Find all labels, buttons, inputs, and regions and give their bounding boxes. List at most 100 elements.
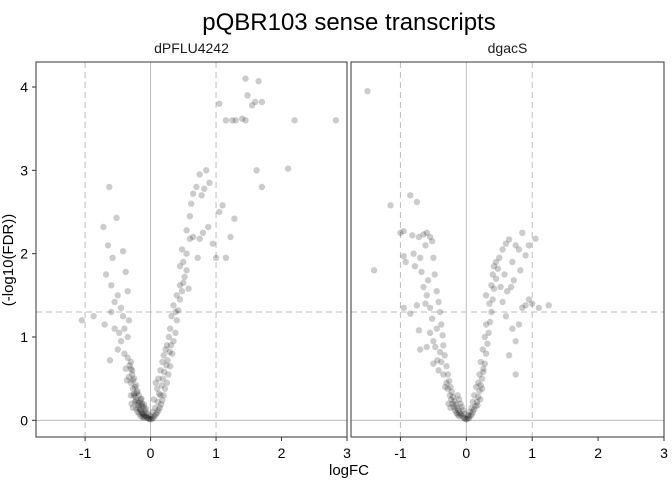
data-point [459,407,467,414]
data-point [222,117,230,124]
data-point [156,404,163,411]
data-point [147,413,154,420]
point-layer [78,75,340,423]
data-point [100,223,107,231]
data-point [532,235,539,242]
data-point [332,117,340,124]
data-point [453,404,461,411]
data-point [101,321,108,328]
data-point [471,392,478,399]
data-point [167,363,174,370]
data-point [468,404,475,411]
data-point [464,415,471,422]
data-point [488,308,495,316]
data-point [446,392,453,399]
data-point [127,379,135,386]
data-point [116,329,123,336]
data-point [164,357,171,364]
data-point [131,383,139,391]
data-point [117,304,125,311]
data-point [481,333,488,341]
data-point [119,248,127,255]
data-point [481,360,488,367]
data-point [176,296,184,303]
data-point [188,200,195,207]
data-point [428,238,436,245]
data-point [510,277,517,284]
data-point [415,233,423,241]
data-point [153,385,161,392]
data-point [496,254,503,261]
x-axis-label: logFC [329,462,369,479]
data-point [522,302,529,309]
data-point [137,413,144,420]
data-point [133,382,140,389]
data-point [436,348,444,356]
data-point [468,411,475,418]
data-point [165,333,173,341]
data-point [123,377,131,384]
data-point [172,329,179,336]
data-point [239,115,246,122]
data-point [142,413,149,420]
data-point [134,408,141,416]
data-point [133,389,140,396]
data-point [114,346,122,353]
data-point [137,408,144,415]
data-point [129,404,137,411]
data-point [451,407,459,414]
data-point [522,252,529,259]
data-point [172,308,179,316]
data-point [158,382,165,389]
data-point [477,358,484,366]
data-point [168,313,175,320]
panel-dgacS: dgacS -1 0 1 2 3 [350,40,668,461]
data-point [147,416,154,423]
data-point [157,367,164,374]
data-point [477,396,484,403]
data-point [178,288,186,295]
data-point [402,258,409,266]
data-point [130,392,137,399]
data-point [135,392,142,399]
data-point [155,375,162,382]
data-point [501,271,508,278]
data-point [131,398,139,406]
data-point [492,258,500,266]
data-point [442,383,449,391]
data-point [129,367,136,374]
data-point [473,398,481,406]
data-point [529,300,536,307]
data-point [142,405,150,412]
data-point [170,338,177,345]
data-point [469,408,477,416]
data-point [477,382,484,389]
data-point [430,338,437,345]
x-tick-label: 3 [343,445,351,461]
data-point [106,183,113,191]
data-point [244,92,251,99]
y-tick-label: 3 [20,162,28,178]
data-point [422,300,429,307]
data-point [134,388,141,395]
data-point [436,308,444,316]
data-point [476,371,483,378]
x-tick-label: 2 [278,445,286,461]
data-point [121,325,128,332]
data-point [165,371,172,378]
data-point [465,414,473,421]
data-point [502,313,510,320]
data-point [519,229,526,236]
data-point [125,373,133,381]
data-point [364,88,371,95]
data-point [445,400,452,407]
data-point [104,242,112,249]
data-point [216,100,223,107]
data-point [173,292,180,299]
x-tick-label: 1 [212,445,220,461]
data-point [467,413,474,420]
data-point [133,405,140,412]
data-point [438,321,445,328]
data-point [400,253,407,260]
